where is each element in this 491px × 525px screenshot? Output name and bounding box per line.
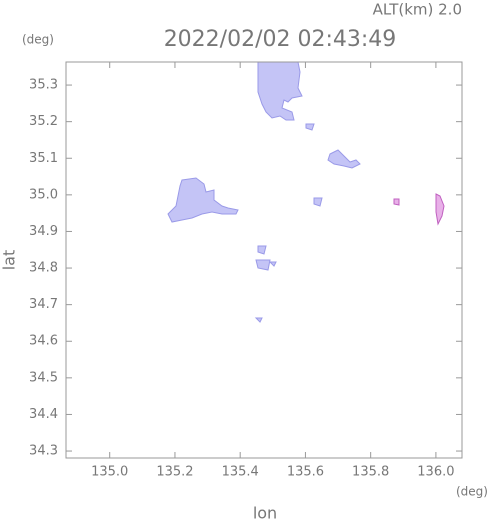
x-unit: (deg)	[456, 485, 488, 499]
x-tick-label: 135.8	[352, 465, 389, 480]
y-tick-label: 34.6	[29, 334, 58, 349]
y-axis-label: lat	[0, 250, 19, 271]
x-axis-label: lon	[253, 504, 277, 522]
x-tick-label: 135.0	[91, 465, 128, 480]
x-tick-label: 136.0	[417, 465, 454, 480]
x-tick-label: 135.6	[287, 465, 324, 480]
y-tick-label: 34.8	[29, 261, 58, 276]
chart-title: 2022/02/02 02:43:49	[164, 27, 397, 52]
echo	[435, 193, 445, 226]
y-unit: (deg)	[22, 33, 54, 47]
plot-frame	[65, 61, 463, 459]
echo	[393, 198, 400, 206]
echo	[327, 149, 361, 169]
chart-subtitle: ALT(km) 2.0	[373, 1, 462, 19]
y-tick-label: 34.4	[29, 407, 58, 422]
echo	[254, 317, 263, 323]
echo	[255, 245, 277, 271]
y-tick-label: 35.0	[29, 187, 58, 202]
x-tick-label: 135.4	[222, 465, 259, 480]
x-tick-label: 135.2	[156, 465, 193, 480]
echo	[313, 197, 323, 207]
y-tick-label: 34.7	[29, 297, 58, 312]
echo	[257, 61, 303, 121]
y-tick-label: 35.3	[29, 78, 58, 93]
y-tick-label: 35.2	[29, 114, 58, 129]
y-tick-label: 35.1	[29, 151, 58, 166]
y-tick-label: 34.9	[29, 224, 58, 239]
echo	[167, 177, 239, 223]
echo	[305, 123, 315, 131]
y-tick-label: 34.5	[29, 370, 58, 385]
echo-areas	[167, 61, 445, 323]
y-tick-label: 34.3	[29, 444, 58, 459]
